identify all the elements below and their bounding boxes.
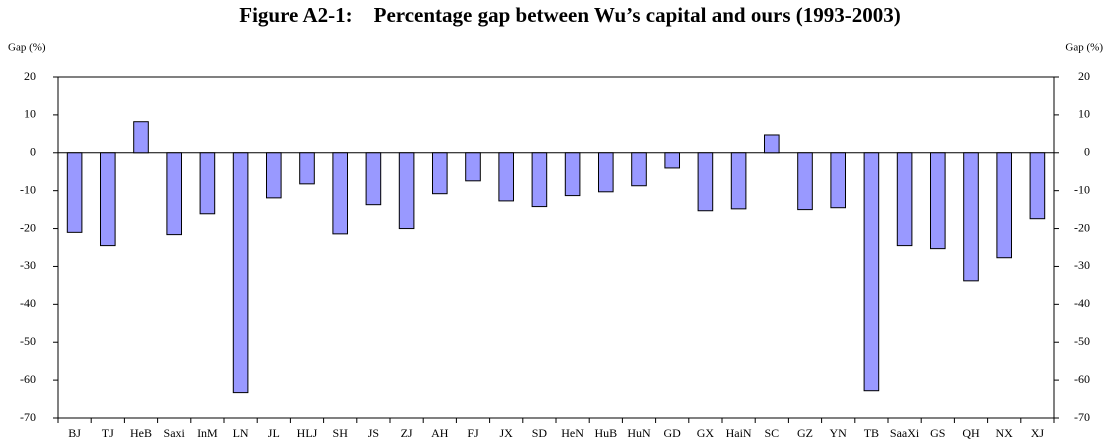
bar [797,152,813,211]
bar [133,121,149,154]
x-tick-label: FJ [467,426,479,440]
y-tick-label: -70 [20,410,36,424]
x-tick-label: GX [697,426,715,440]
y-tick-label: -60 [20,372,36,386]
bar [996,152,1013,259]
bar [863,152,880,392]
bar [199,152,216,215]
bar [963,152,979,282]
y-tick-label: 0 [30,145,36,159]
bar [465,152,481,182]
y2-tick-label: -30 [1074,258,1090,272]
y-tick-label: -10 [20,182,36,196]
y2-tick-label: -50 [1074,334,1090,348]
bar [896,152,913,247]
y-tick-label: 10 [24,107,36,121]
x-tick-label: XJ [1031,426,1045,440]
y2-tick-label: -70 [1074,410,1090,424]
x-tick-label: Saxi [164,426,186,440]
y2-tick-label: 0 [1084,145,1090,159]
x-tick-label: SaaXi [890,426,920,440]
x-tick-label: SD [532,426,548,440]
y2-axis-label: Gap (%) [1065,42,1103,54]
bar [299,152,315,185]
bar [332,152,349,235]
bar [631,152,647,187]
x-tick-label: JL [268,426,280,440]
y2-tick-label: -20 [1074,220,1090,234]
x-tick-label: JX [500,426,514,440]
bar [929,152,946,250]
bar [166,152,183,236]
x-tick-label: AH [431,426,449,440]
bar [99,152,116,247]
x-tick-label: SH [333,426,349,440]
bar [1029,152,1046,220]
x-tick-label: GS [930,426,945,440]
y-tick-label: -20 [20,220,36,234]
x-tick-label: HaiN [726,426,752,440]
x-tick-label: HuB [594,426,617,440]
x-tick-label: TB [864,426,879,440]
bar [398,152,415,230]
x-tick-label: HLJ [297,426,318,440]
y-tick-label: 20 [24,69,36,83]
y2-tick-label: -10 [1074,182,1090,196]
bar [531,152,548,208]
bar [664,152,681,169]
x-tick-label: InM [197,426,218,440]
bar [763,134,780,154]
bar [265,152,282,199]
bar [365,152,382,206]
bar [232,152,249,394]
x-tick-label: NX [996,426,1014,440]
bar [431,152,448,195]
x-tick-label: HeN [561,426,584,440]
y-tick-label: -40 [20,296,36,310]
bar [564,152,581,197]
chart-title: Figure A2-1: Percentage gap between Wu’s… [239,3,900,27]
x-tick-label: ZJ [401,426,413,440]
x-tick-label: TJ [102,426,114,440]
y-tick-label: -50 [20,334,36,348]
bar [597,152,614,193]
x-tick-label: SC [764,426,779,440]
x-tick-label: GZ [797,426,813,440]
y2-tick-label: -60 [1074,372,1090,386]
bar [730,152,747,210]
bar [697,152,714,212]
y2-tick-label: 20 [1078,69,1090,83]
x-tick-label: GD [664,426,682,440]
x-tick-label: QH [962,426,980,440]
x-tick-label: BJ [68,426,81,440]
x-tick-label: JS [368,426,379,440]
x-tick-label: HeB [130,426,152,440]
y2-tick-label: 10 [1078,107,1090,121]
y-tick-label: -30 [20,258,36,272]
bar [830,152,847,209]
y2-tick-label: -40 [1074,296,1090,310]
bar [66,152,83,233]
plot-frame [57,76,1055,419]
x-tick-label: YN [830,426,848,440]
x-tick-label: LN [233,426,249,440]
y-axis-label: Gap (%) [8,42,46,54]
x-tick-label: HuN [627,426,651,440]
bar [498,152,515,202]
